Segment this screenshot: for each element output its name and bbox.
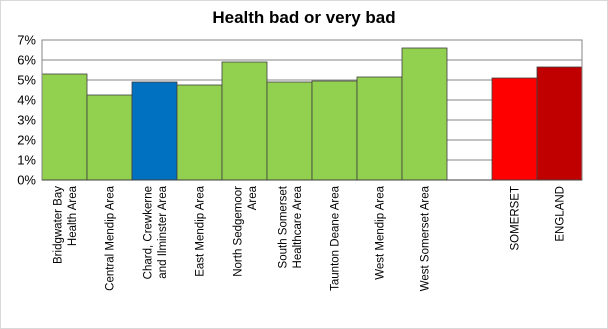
x-tick-label: Central Mendip Area (105, 185, 117, 290)
bar (131, 81, 178, 181)
x-tick-label: Chard, Crewkerne and Ilminster Area (142, 185, 169, 279)
bar (401, 47, 448, 181)
bar (266, 81, 313, 181)
bar (41, 73, 88, 181)
bar (491, 77, 538, 181)
chart-title: Health bad or very bad (212, 8, 396, 27)
x-tick-label: Bridgwater Bay Health Area (52, 185, 79, 264)
y-tick-label: 1% (17, 153, 36, 168)
y-tick-label: 5% (17, 73, 36, 88)
x-tick-label-line: North Sedgemoor (232, 186, 244, 277)
x-tick-label-line: South Somerset (277, 185, 289, 268)
x-tick-label-line: Taunton Deane Area (330, 185, 342, 290)
x-tick-label-line: East Mendip Area (195, 185, 207, 276)
x-tick-label: East Mendip Area (195, 185, 207, 276)
y-tick-label: 4% (17, 93, 36, 108)
bar (311, 80, 358, 181)
bar (176, 84, 223, 181)
x-tick-label-line: Health Area (67, 185, 79, 246)
bar (86, 94, 133, 181)
y-tick-label: 3% (17, 113, 36, 128)
x-tick-label: South Somerset Healthcare Area (277, 185, 304, 268)
y-tick-label: 7% (17, 33, 36, 48)
x-tick-label-line: and Ilminster Area (157, 185, 169, 278)
x-tick-label-line: Healthcare Area (292, 185, 304, 268)
x-tick-label: SOMERSET (510, 186, 522, 251)
x-tick-label-line: West Mendip Area (375, 185, 387, 279)
bar (536, 66, 583, 181)
x-tick-label-line: West Somerset Area (420, 185, 432, 291)
x-tick-label-line: ENGLAND (555, 186, 567, 242)
x-tick-label: North Sedgemoor Area (232, 185, 259, 276)
x-tick-label: ENGLAND (555, 186, 567, 242)
x-tick-label-line: Chard, Crewkerne (142, 186, 154, 279)
x-tick-label-line: Central Mendip Area (105, 185, 117, 290)
y-tick-label: 0% (17, 173, 36, 188)
x-tick-label: West Somerset Area (420, 185, 432, 291)
x-tick-label: West Mendip Area (375, 185, 387, 279)
x-tick-label-line: SOMERSET (510, 186, 522, 251)
x-tick-label-line: Area (247, 185, 259, 210)
x-tick-label-line: Bridgwater Bay (52, 186, 64, 264)
x-tick-label: Taunton Deane Area (330, 185, 342, 290)
bar (221, 61, 268, 181)
y-tick-label: 2% (17, 133, 36, 148)
y-tick-label: 6% (17, 53, 36, 68)
bar (356, 76, 403, 181)
